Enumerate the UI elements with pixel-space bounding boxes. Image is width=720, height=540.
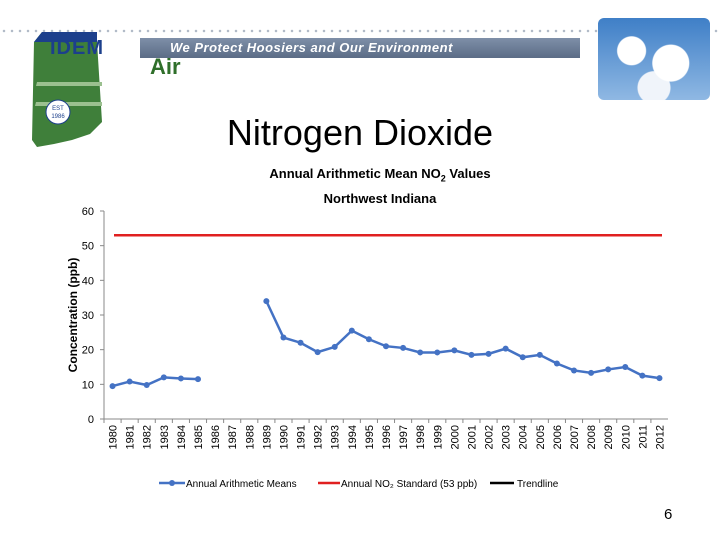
sky-photo xyxy=(598,18,710,100)
data-point xyxy=(177,375,184,382)
chart-title: Annual Arithmetic Mean NO2 Values Northw… xyxy=(0,164,720,209)
data-point xyxy=(314,349,321,356)
data-point xyxy=(109,383,116,390)
data-point xyxy=(605,366,612,373)
legend-label-standard: Annual NO₂ Standard (53 ppb) xyxy=(341,479,477,490)
x-tick-label: 2004 xyxy=(518,425,530,449)
y-tick-label: 0 xyxy=(88,414,94,426)
data-point xyxy=(485,350,492,357)
x-tick-label: 2007 xyxy=(569,425,581,449)
data-point xyxy=(383,343,389,350)
x-tick-label: 1993 xyxy=(330,425,342,449)
x-tick-label: 2002 xyxy=(484,425,496,449)
data-point xyxy=(519,354,526,361)
x-tick-label: 1995 xyxy=(364,425,376,449)
est-year: 1986 xyxy=(51,114,65,120)
legend-label-means: Annual Arithmetic Means xyxy=(186,479,297,490)
y-tick-label: 50 xyxy=(82,241,94,253)
data-point xyxy=(553,360,560,367)
y-tick-label: 20 xyxy=(82,345,94,357)
data-point xyxy=(126,378,133,385)
data-point xyxy=(160,374,167,381)
data-point xyxy=(331,343,338,350)
data-point xyxy=(656,375,663,382)
x-tick-label: 1984 xyxy=(176,425,188,449)
x-tick-label: 2005 xyxy=(535,425,547,449)
data-point xyxy=(468,351,475,358)
x-tick-label: 1988 xyxy=(244,425,256,449)
data-point xyxy=(400,344,407,351)
section-label: Air xyxy=(150,54,181,79)
x-tick-label: 2011 xyxy=(637,425,649,449)
x-tick-label: 1999 xyxy=(432,425,444,449)
data-point xyxy=(588,369,595,376)
data-point xyxy=(280,334,287,341)
x-tick-label: 2003 xyxy=(501,425,513,449)
dotted-border xyxy=(0,28,720,34)
x-tick-label: 2009 xyxy=(603,425,615,449)
x-tick-label: 1989 xyxy=(261,425,273,449)
data-point xyxy=(365,336,372,343)
y-tick-label: 60 xyxy=(82,206,94,218)
y-tick-label: 40 xyxy=(82,275,94,287)
series-line xyxy=(112,376,199,388)
data-point xyxy=(571,367,577,374)
x-tick-label: 1990 xyxy=(278,425,290,449)
header-banner: EST 1986 IDEM We Protect Hoosiers and Ou… xyxy=(0,0,720,147)
chart-title-suffix: Values xyxy=(445,166,491,181)
x-tick-label: 1983 xyxy=(159,425,171,449)
data-point xyxy=(502,345,509,352)
chart-subtitle: Northwest Indiana xyxy=(323,190,437,206)
chart-title-subscript: 2 xyxy=(440,173,446,184)
data-point xyxy=(451,347,458,354)
y-tick-label: 10 xyxy=(82,379,94,391)
est-label: EST xyxy=(52,106,64,112)
x-tick-label: 1987 xyxy=(227,425,239,449)
x-tick-label: 1980 xyxy=(108,425,120,449)
x-tick-label: 1998 xyxy=(415,425,427,449)
chart-title-main: Annual Arithmetic Mean NO xyxy=(269,166,441,181)
data-point xyxy=(143,382,150,389)
legend-marker-means xyxy=(169,480,175,486)
tagline-strip: We Protect Hoosiers and Our Environment xyxy=(140,38,580,58)
data-point xyxy=(297,339,304,346)
y-tick-label: 30 xyxy=(82,310,94,322)
tagline: We Protect Hoosiers and Our Environment xyxy=(170,40,453,55)
x-tick-label: 1992 xyxy=(313,425,325,449)
data-point xyxy=(417,349,424,356)
x-tick-label: 1991 xyxy=(296,425,308,449)
data-point xyxy=(348,327,355,334)
legend-label-trendline: Trendline xyxy=(517,479,559,490)
data-point xyxy=(434,349,441,356)
data-point xyxy=(263,298,270,305)
x-tick-label: 1981 xyxy=(125,425,137,449)
x-tick-label: 2012 xyxy=(654,425,666,449)
x-tick-label: 1982 xyxy=(142,425,154,449)
series-line xyxy=(265,300,660,380)
data-point xyxy=(639,372,646,379)
data-point xyxy=(195,376,201,383)
y-axis-label: Concentration (ppb) xyxy=(66,258,80,373)
x-tick-label: 1986 xyxy=(210,425,222,449)
indiana-state-logo: EST 1986 xyxy=(32,32,102,147)
x-tick-label: 2010 xyxy=(620,425,632,449)
x-tick-label: 2001 xyxy=(466,425,478,449)
idem-logo: IDEM xyxy=(50,37,104,59)
data-point xyxy=(622,364,629,370)
x-tick-label: 1994 xyxy=(347,425,359,449)
slide-title: Nitrogen Dioxide xyxy=(226,112,494,153)
page-number: 6 xyxy=(664,506,673,523)
x-tick-label: 2008 xyxy=(586,425,598,449)
x-tick-label: 1996 xyxy=(381,425,393,449)
data-point xyxy=(536,351,543,358)
x-tick-label: 2006 xyxy=(552,425,564,449)
x-tick-label: 1997 xyxy=(398,425,410,449)
x-tick-label: 2000 xyxy=(449,425,461,449)
x-tick-label: 1985 xyxy=(193,425,205,449)
